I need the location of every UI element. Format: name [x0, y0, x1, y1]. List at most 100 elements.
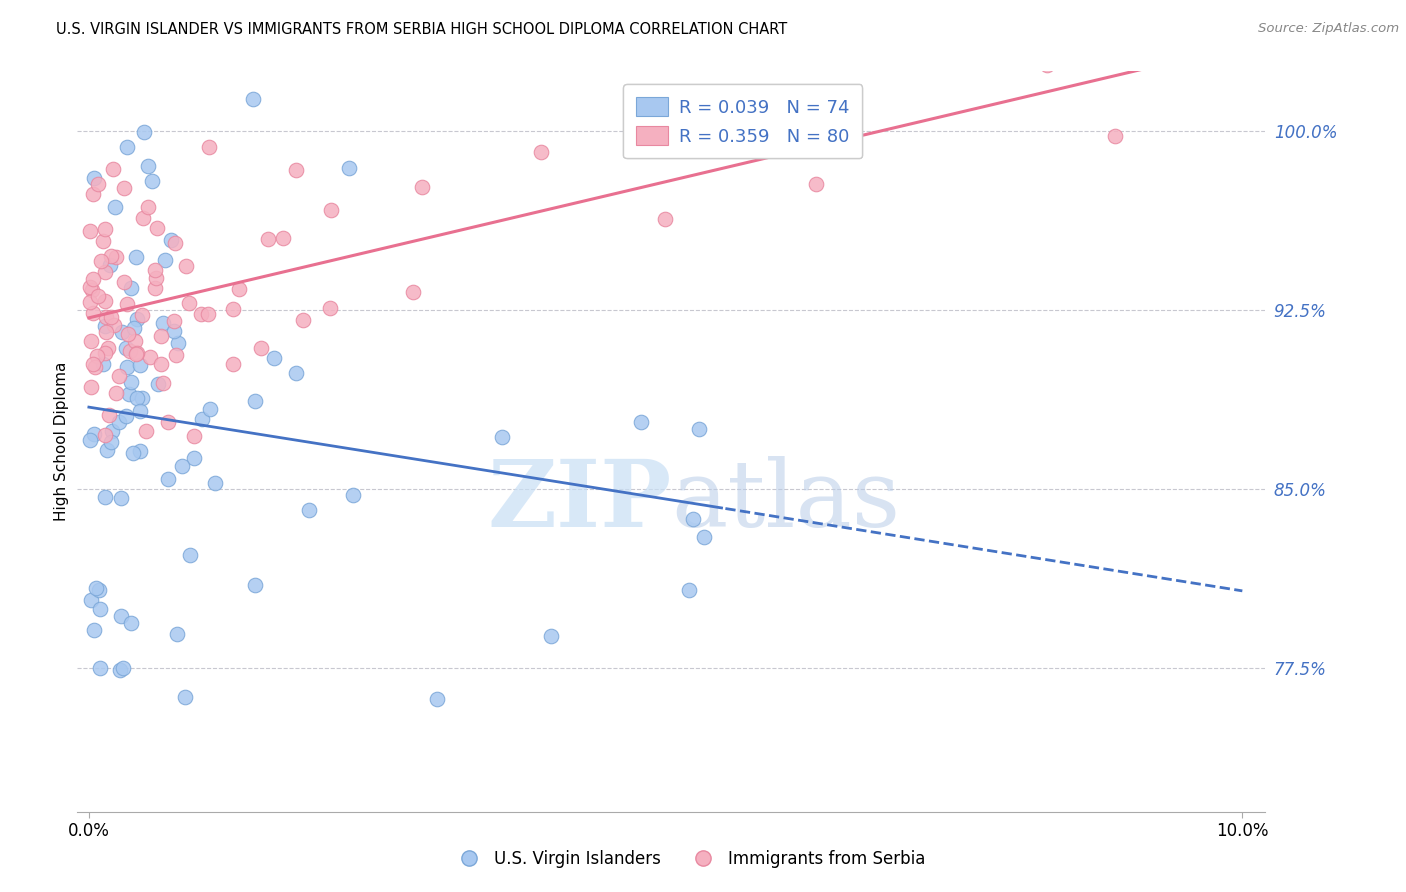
Point	[112, 275, 135, 289]
Point	[94, 345, 117, 359]
Point	[426, 692, 449, 706]
Point	[120, 281, 142, 295]
Point	[163, 314, 186, 328]
Point	[80, 334, 103, 348]
Point	[112, 180, 135, 194]
Point	[228, 282, 250, 296]
Point	[1036, 58, 1059, 72]
Point	[136, 200, 159, 214]
Point	[87, 582, 110, 597]
Point	[197, 140, 219, 154]
Point	[160, 234, 183, 248]
Point	[166, 627, 188, 641]
Point	[83, 360, 105, 375]
Point	[125, 347, 148, 361]
Point	[124, 334, 146, 348]
Point	[79, 295, 101, 310]
Point	[79, 434, 101, 448]
Point	[222, 302, 245, 317]
Y-axis label: High School Diploma: High School Diploma	[53, 362, 69, 521]
Point	[291, 313, 314, 327]
Point	[174, 690, 197, 705]
Point	[148, 377, 170, 392]
Point	[100, 435, 122, 450]
Point	[100, 249, 122, 263]
Point	[165, 348, 187, 362]
Point	[530, 145, 553, 159]
Point	[143, 281, 166, 295]
Point	[242, 92, 264, 106]
Point	[139, 350, 162, 364]
Point	[87, 289, 110, 303]
Point	[91, 357, 114, 371]
Point	[135, 424, 157, 438]
Point	[93, 265, 115, 279]
Point	[132, 211, 155, 225]
Point	[114, 341, 136, 355]
Point	[174, 259, 197, 273]
Point	[115, 140, 138, 154]
Point	[273, 231, 295, 245]
Point	[149, 357, 172, 371]
Point	[166, 336, 188, 351]
Point	[131, 308, 153, 322]
Point	[998, 4, 1021, 19]
Point	[84, 581, 107, 595]
Point	[163, 324, 186, 338]
Point	[198, 402, 221, 417]
Point	[108, 369, 131, 384]
Point	[94, 222, 117, 236]
Point	[693, 531, 716, 545]
Point	[145, 271, 167, 285]
Point	[121, 446, 143, 460]
Point	[125, 392, 148, 406]
Point	[97, 341, 120, 355]
Point	[682, 512, 704, 526]
Point	[104, 251, 127, 265]
Point	[110, 663, 132, 677]
Point	[179, 296, 201, 310]
Point	[100, 259, 122, 273]
Point	[411, 180, 433, 194]
Point	[146, 221, 169, 235]
Point	[263, 351, 285, 365]
Point	[94, 310, 117, 324]
Point	[89, 601, 111, 615]
Point	[688, 422, 710, 436]
Point	[654, 211, 676, 226]
Point	[204, 475, 226, 490]
Point	[120, 615, 142, 630]
Point	[129, 403, 152, 417]
Point	[94, 319, 117, 334]
Point	[183, 429, 205, 443]
Point	[98, 409, 121, 423]
Point	[91, 235, 114, 249]
Point	[129, 444, 152, 458]
Point	[96, 443, 118, 458]
Point	[136, 159, 159, 173]
Point	[157, 415, 180, 429]
Point	[402, 285, 425, 299]
Point	[143, 263, 166, 277]
Point	[125, 312, 148, 326]
Point	[103, 318, 125, 333]
Point	[101, 424, 124, 438]
Point	[103, 162, 125, 177]
Point	[491, 430, 513, 444]
Point	[82, 283, 104, 297]
Point	[86, 349, 108, 363]
Point	[131, 391, 153, 405]
Point	[79, 223, 101, 237]
Point	[110, 491, 132, 505]
Point	[105, 385, 128, 400]
Point	[155, 252, 177, 267]
Point	[118, 343, 141, 358]
Point	[152, 376, 174, 391]
Point	[132, 124, 155, 138]
Point	[245, 578, 267, 592]
Point	[117, 360, 139, 375]
Point	[141, 174, 163, 188]
Point	[297, 503, 319, 517]
Point	[115, 409, 138, 423]
Point	[129, 358, 152, 372]
